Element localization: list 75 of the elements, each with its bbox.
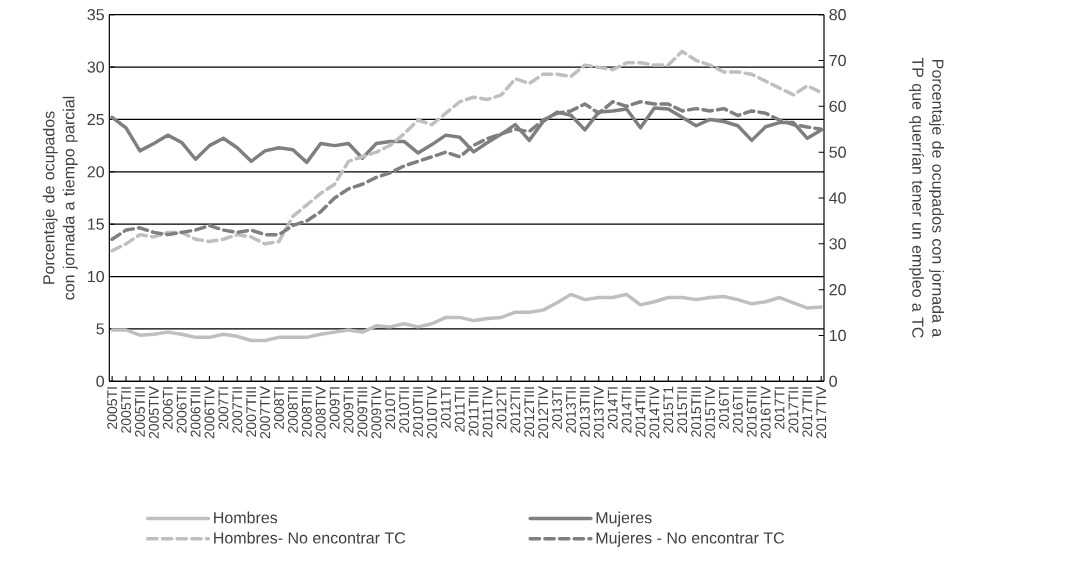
x-tick-label: 2011TIII [468,387,479,436]
y2-tick-label: 60 [829,100,846,112]
x-tick-label: 2006TI [162,387,173,429]
x-tick-label: 2015TIV [705,385,715,439]
x-tick-label: 2015T1 [663,386,674,433]
y2-tick-label: 30 [829,238,846,250]
x-tick-label: 2010TIII [413,387,423,437]
x-tick-label: 2006TIII [190,387,201,437]
x-tick-label: 2013TI [552,387,563,429]
x-tick-label: 2009TII [343,387,354,433]
x-tick-label: 2010TII [399,387,410,433]
x-tick-label: 2008TIII [301,387,312,437]
x-tick-label: 2006TII [176,387,187,433]
legend-label: Mujeres [596,511,652,527]
x-tick-label: 2012TIII [524,387,535,437]
x-tick-label: 2010TIV [426,385,437,439]
y2-tick-label: 50 [829,146,846,158]
x-tick-label: 2007TII [232,387,243,433]
x-tick-label: 2014TIII [635,387,646,437]
y2-tick-label: 0 [829,375,837,387]
x-tick-label: 2017TIV [816,385,827,439]
x-tick-label: 2015TII [677,387,688,433]
x-tick-label: 2014TI [607,387,618,429]
x-tick-label: 2008TIV [315,385,326,439]
x-tick-label: 2007TI [218,387,229,429]
x-tick-label: 2016TIII [746,387,757,437]
x-tick-label: 2014TIV [649,385,660,439]
x-tick-label: 2005TII [121,387,131,433]
x-tick-label: 2006TIV [204,385,215,439]
x-tick-label: 2009TIII [357,387,368,437]
x-tick-label: 2012TII [510,387,521,433]
x-tick-label: 2012TIV [538,385,549,439]
y-tick-label: 25 [87,113,104,125]
y-tick-label: 30 [87,61,105,73]
x-tick-label: 2016TI [718,387,729,429]
y2-tick-label: 70 [829,54,846,66]
y-tick-label: 10 [88,270,105,283]
x-tick-label: 2005TIII [134,387,145,437]
y2-tick-label: 10 [829,329,846,341]
y2-tick-label: 20 [829,283,846,296]
x-tick-label: 2005TI [107,387,118,429]
x-tick-label: 2013TIV [593,385,604,439]
x-tick-label: 2017TIII [802,387,813,437]
y-tick-label: 20 [87,166,105,178]
y2-axis-title: Porcentaje de ocupados con jornada a TP que querrían tener un empleo a TC [909,57,944,338]
x-tick-label: 2008TII [287,387,298,433]
x-tick-label: 2015TIII [691,387,702,437]
x-tick-label: 2011TII [454,387,465,432]
x-tick-label: 2011TIV [482,385,493,438]
x-tick-label: 2007TIV [260,385,271,439]
x-tick-label: 2007TIII [246,387,257,437]
x-tick-label: 2009TIV [371,385,382,439]
x-tick-label: 2009TI [329,387,340,429]
x-tick-label: 2010TI [385,387,396,429]
legend-label: Mujeres - No encontrar TC [596,531,785,547]
x-tick-label: 2005TIV [148,385,159,439]
y-tick-label: 5 [96,323,104,335]
x-tick-label: 2016TII [732,387,743,433]
x-tick-label: 2012TI [496,387,507,429]
x-tick-label: 2016TIV [760,385,771,439]
y-tick-label: 15 [88,218,104,230]
x-tick-label: 2017TI [774,387,785,429]
x-tick-label: 2017TII [788,387,799,433]
y-tick-label: 0 [96,375,105,387]
x-tick-label: 2013TIII [579,387,590,437]
x-tick-label: 2013TII [566,387,576,433]
x-tick-label: 2011TI [440,387,451,428]
legend-label: Hombres [214,511,278,524]
y-tick-label: 35 [87,8,104,21]
x-tick-label: 2008TI [274,387,284,429]
legend-label: Hombres- No encontrar TC [214,531,406,544]
x-tick-label: 2014TII [621,387,632,433]
y2-tick-label: 80 [829,8,846,21]
y-axis-title: Porcentaje de ocupados con jornada a tiempo parcial [42,96,78,300]
y2-tick-label: 40 [829,192,846,204]
